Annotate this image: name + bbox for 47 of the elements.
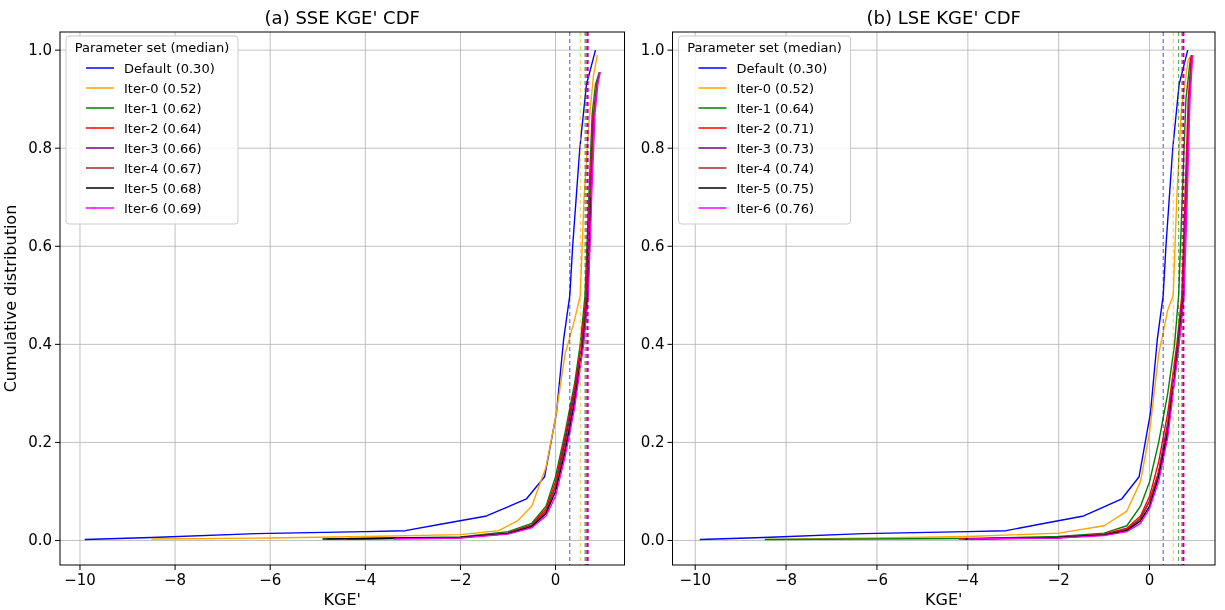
y-tick-label: 0.6	[640, 237, 665, 256]
y-tick-label: 1.0	[28, 41, 52, 60]
y-tick-label: 0.2	[640, 433, 665, 452]
legend-label: Iter-1 (0.64)	[736, 101, 815, 116]
x-tick-label: −4	[354, 571, 377, 589]
legend-label: Default (0.30)	[736, 61, 828, 76]
y-tick-label: 0.0	[28, 531, 52, 550]
legend-label: Iter-0 (0.52)	[736, 81, 815, 96]
legend-label: Iter-2 (0.64)	[124, 121, 202, 136]
legend-label: Iter-1 (0.62)	[124, 101, 202, 116]
x-tick-label: −6	[865, 571, 889, 589]
chart-title: (a) SSE KGE' CDF	[264, 7, 420, 28]
y-tick-label: 1.0	[640, 41, 665, 60]
y-tick-label: 0.4	[28, 335, 52, 354]
x-tick-label: −2	[449, 571, 472, 589]
x-tick-label: −8	[775, 571, 798, 589]
x-tick-label: −4	[956, 571, 979, 589]
y-tick-label: 0.8	[640, 139, 665, 158]
legend-label: Iter-6 (0.76)	[736, 201, 815, 216]
legend-title: Parameter set (median)	[687, 40, 842, 55]
y-tick-label: 0.4	[640, 335, 665, 354]
legend-label: Iter-6 (0.69)	[124, 201, 202, 216]
legend-label: Iter-5 (0.68)	[124, 181, 202, 196]
y-axis-title: Cumulative distribution	[1, 204, 20, 393]
x-tick-label: −10	[679, 571, 712, 589]
legend-label: Iter-4 (0.74)	[736, 161, 815, 176]
legend-label: Iter-5 (0.75)	[736, 181, 815, 196]
legend-label: Iter-3 (0.73)	[736, 141, 815, 156]
x-tick-label: −10	[64, 571, 96, 589]
legend-label: Default (0.30)	[124, 61, 215, 76]
x-axis-title: KGE'	[323, 590, 361, 609]
legend-title: Parameter set (median)	[74, 40, 230, 55]
chart-title: (b) LSE KGE' CDF	[866, 7, 1021, 28]
x-tick-label: 0	[1144, 571, 1155, 589]
legend-label: Iter-2 (0.71)	[736, 121, 815, 136]
x-tick-label: −2	[1047, 571, 1070, 589]
x-tick-label: −6	[259, 571, 282, 589]
legend-label: Iter-0 (0.52)	[124, 81, 202, 96]
x-tick-label: 0	[550, 571, 561, 589]
x-tick-label: −8	[164, 571, 187, 589]
y-tick-label: 0.2	[28, 433, 52, 452]
legend-label: Iter-4 (0.67)	[124, 161, 202, 176]
y-tick-label: 0.6	[28, 237, 52, 256]
legend-label: Iter-3 (0.66)	[124, 141, 202, 156]
y-tick-label: 0.8	[28, 139, 52, 158]
x-axis-title: KGE'	[925, 590, 963, 609]
y-tick-label: 0.0	[640, 531, 665, 550]
